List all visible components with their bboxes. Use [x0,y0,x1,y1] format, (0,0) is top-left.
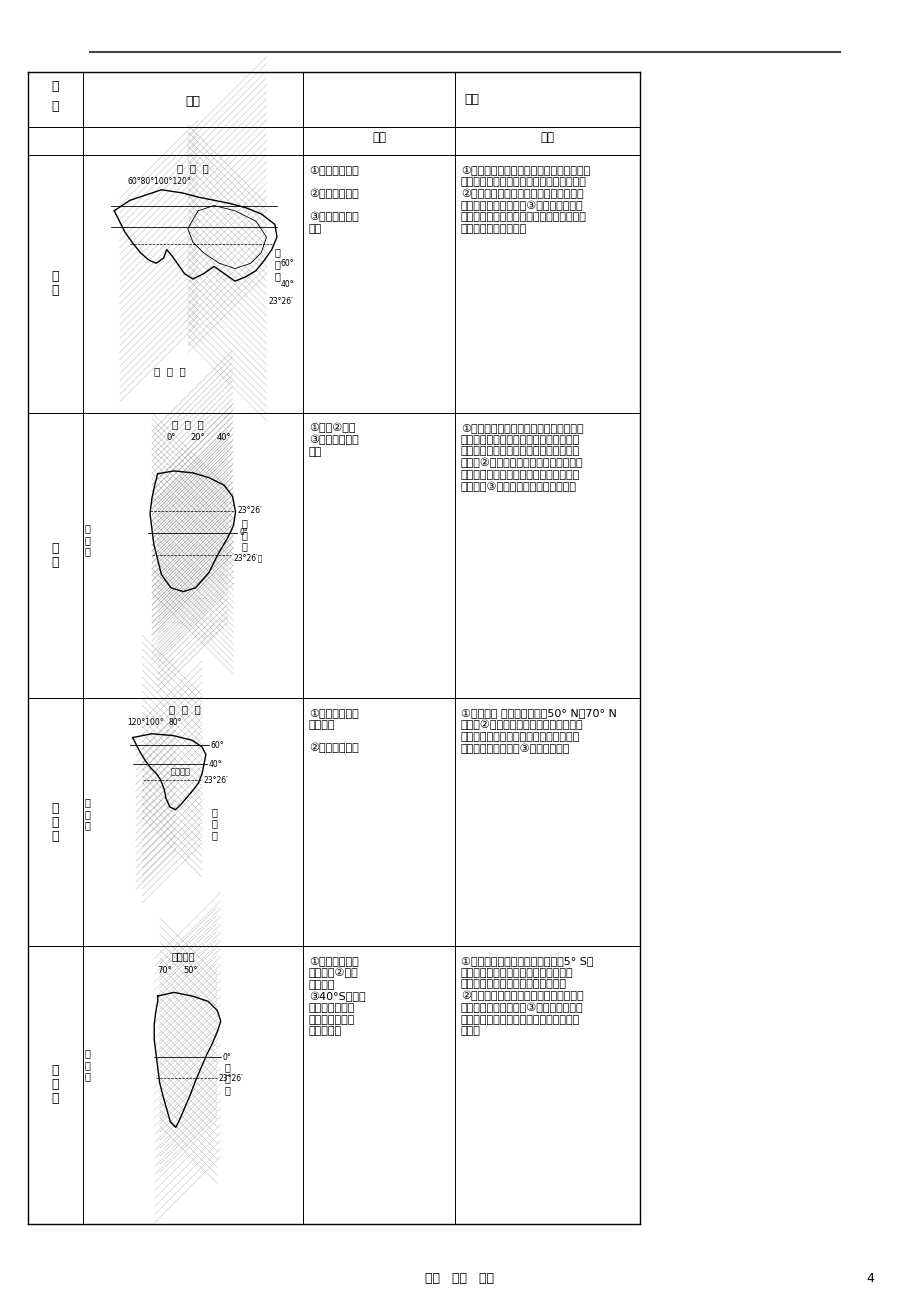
Text: 原因: 原因 [540,132,554,145]
Text: 用心   爱心   专心: 用心 爱心 专心 [425,1272,494,1285]
Text: 洲: 洲 [51,1092,59,1105]
Text: 23°26′: 23°26′ [204,776,229,785]
Text: 0°: 0° [222,1053,231,1061]
Text: 气候: 气候 [463,92,479,105]
Text: 位置: 位置 [186,95,200,108]
Text: 大
西
洋: 大 西 洋 [224,1061,230,1095]
Text: 20°: 20° [190,434,205,441]
Text: 60°80°100°120°: 60°80°100°120° [128,177,191,186]
Text: 洲: 洲 [51,100,59,113]
Text: 23°26′: 23°26′ [268,297,293,306]
Text: 80°: 80° [168,717,182,727]
Text: ①大陆形状 北宽南窄，其中50° N～70° N
最宽；②大陆南北延伸很广，地面受热状
况有很大差异，几乎穿越了北半球除热带
以外的所有气候带；③地形起伏影响: ①大陆形状 北宽南窄，其中50° N～70° N 最宽；②大陆南北延伸很广，地面… [460,708,617,754]
Text: 美: 美 [51,1078,59,1091]
Text: 40°: 40° [209,759,222,768]
Text: 北  冰  洋: 北 冰 洋 [177,163,209,173]
Text: 特征: 特征 [371,132,386,145]
Text: 墨西哥湾: 墨西哥湾 [171,950,195,961]
Text: 美: 美 [51,815,59,828]
Text: 洲: 洲 [51,556,59,569]
Text: 60°: 60° [280,259,293,268]
Text: ①南北回归线横穿大陆的南、北部；海岸
线平直；缺少深入内陆的港湾；从东北紧
邻的亚洲大陆干燥区吹来的东北信风性质
干燥；②约度较低，地面接受太阳辐射量
多；空气: ①南北回归线横穿大陆的南、北部；海岸 线平直；缺少深入内陆的港湾；从东北紧 邻的… [460,423,583,492]
Text: 太
平
洋: 太 平 洋 [85,797,91,831]
Text: 大: 大 [51,79,59,92]
Text: 120°100°: 120°100° [127,717,164,727]
Text: 50°: 50° [183,966,198,975]
Text: 北: 北 [51,802,59,815]
Text: ①气候复杂多样

②季风气候显著

③大陆性气候分
布广: ①气候复杂多样 ②季风气候显著 ③大陆性气候分 布广 [309,165,358,234]
Text: 非: 非 [51,542,59,555]
Text: 洲: 洲 [51,285,59,297]
Text: 0°: 0° [239,529,248,538]
Text: 70°: 70° [157,966,172,975]
Text: 4: 4 [865,1272,873,1285]
Text: 印  度  洋: 印 度 洋 [153,367,186,376]
Text: 南: 南 [51,1065,59,1078]
Text: 大
西
洋: 大 西 洋 [85,523,91,556]
Text: 太
平
洋: 太 平 洋 [275,247,280,281]
Text: ①温带大陆性气
候占优势

②气候类型多样: ①温带大陆性气 候占优势 ②气候类型多样 [309,708,358,754]
Text: 23°26′洋: 23°26′洋 [233,553,263,562]
Text: 北  冰  洋: 北 冰 洋 [169,704,200,713]
Text: 40°: 40° [217,434,232,441]
Text: 太
平
洋: 太 平 洋 [85,1048,91,1082]
Text: 60°: 60° [210,741,224,750]
Text: 0°: 0° [166,434,176,441]
Text: 印
度
洋: 印 度 洋 [241,518,247,552]
Text: ①温暖湿润，以
夏雨为主②热带
气候为主
③40°S以南同
纶度的大陆东西
两侧地区气候类
型截然不同: ①温暖湿润，以 夏雨为主②热带 气候为主 ③40°S以南同 纶度的大陆东西 两侧… [309,956,365,1036]
Text: 23°26′: 23°26′ [219,1074,244,1083]
Text: ①干燥②暑热
③气候南北对称
分布: ①干燥②暑热 ③气候南北对称 分布 [309,423,358,457]
Text: 墨西哥湾: 墨西哥湾 [170,767,190,776]
Text: ①所跨纶度在各大洲中最广，地形起伏大，
使各地地面受热状况和干湿程度差异很大；
②巨大的面积和完整的大陆轮廓，促成了
大陆性气候范围广大；③巨大的大陆东临
广貌: ①所跨纶度在各大洲中最广，地形起伏大， 使各地地面受热状况和干湿程度差异很大； … [460,165,590,234]
Text: 地  中  海: 地 中 海 [172,419,204,428]
Text: 亚: 亚 [51,271,59,284]
Text: 大
西
洋: 大 西 洋 [211,807,217,840]
Text: ①大陆北宽南窄，略呈倒三角形，5° S附
近最宽，使得热带气候占优势，赤道低
压带与来自海洋的信风控制地区广；
②南回归线以南大陆紧缩，缺乏水平地带
的亚寒带、: ①大陆北宽南窄，略呈倒三角形，5° S附 近最宽，使得热带气候占优势，赤道低 压… [460,956,593,1036]
Text: 40°: 40° [280,280,293,289]
Text: 洲: 洲 [51,829,59,842]
Text: 23°26′: 23°26′ [237,506,262,516]
